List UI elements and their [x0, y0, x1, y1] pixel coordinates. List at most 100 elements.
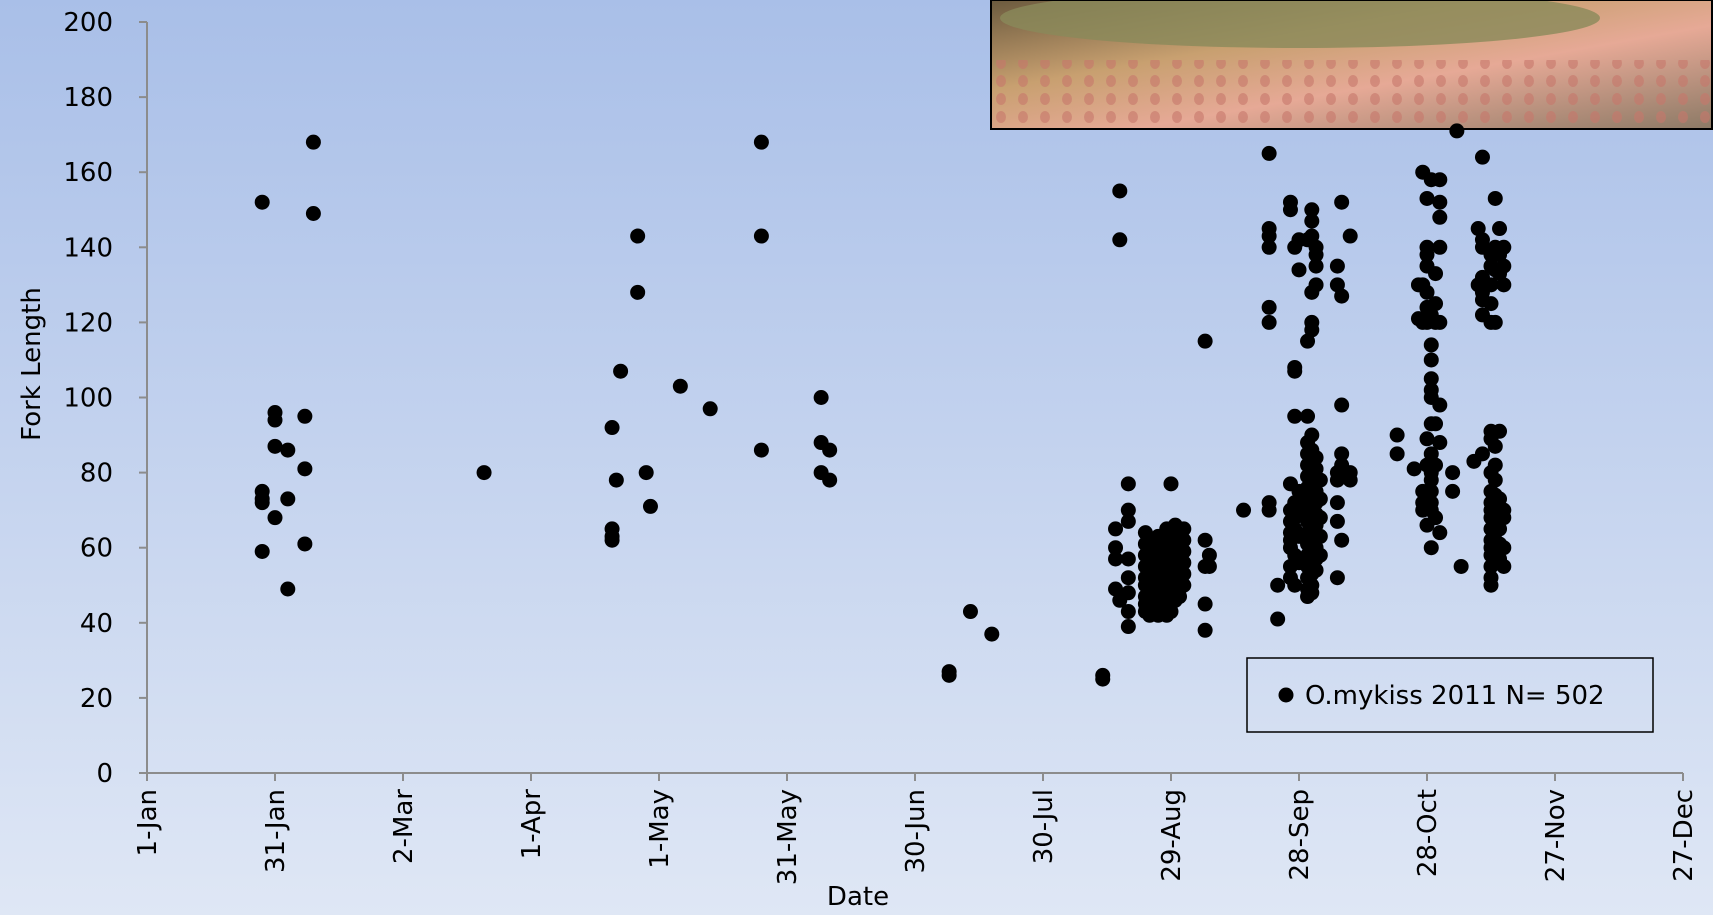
- data-point: [942, 668, 957, 683]
- data-point: [1121, 619, 1136, 634]
- data-point: [1313, 473, 1328, 488]
- data-point: [1449, 123, 1464, 138]
- data-point: [630, 285, 645, 300]
- y-tick-label: 0: [96, 759, 113, 789]
- data-point: [1334, 289, 1349, 304]
- data-point: [1496, 559, 1511, 574]
- data-point: [306, 206, 321, 221]
- x-tick-label: 28-Sep: [1285, 789, 1315, 880]
- data-point: [280, 443, 295, 458]
- x-tick-label: 30-Jul: [1029, 789, 1059, 864]
- data-point: [1309, 277, 1324, 292]
- data-point: [1112, 183, 1127, 198]
- data-point: [609, 473, 624, 488]
- data-point: [1198, 623, 1213, 638]
- data-point: [1334, 533, 1349, 548]
- data-point: [1428, 510, 1443, 525]
- data-point: [1330, 570, 1345, 585]
- data-point: [1390, 428, 1405, 443]
- data-point: [1309, 259, 1324, 274]
- data-point: [1445, 465, 1460, 480]
- chart: Fork Length Date O.mykiss 2011 N= 502 02…: [0, 0, 1713, 915]
- data-point: [703, 401, 718, 416]
- x-tick-label: 29-Aug: [1157, 789, 1187, 882]
- data-point: [1304, 428, 1319, 443]
- data-point: [1488, 315, 1503, 330]
- data-point: [1428, 458, 1443, 473]
- x-tick-label: 1-Apr: [517, 789, 547, 860]
- data-point: [1488, 458, 1503, 473]
- data-point: [1121, 514, 1136, 529]
- data-point: [1407, 461, 1422, 476]
- data-point: [1334, 195, 1349, 210]
- data-point: [1262, 240, 1277, 255]
- data-point: [754, 443, 769, 458]
- data-point: [1432, 240, 1447, 255]
- data-point: [1292, 262, 1307, 277]
- data-point: [1313, 529, 1328, 544]
- data-point: [754, 135, 769, 150]
- data-point: [1330, 473, 1345, 488]
- data-point: [1496, 540, 1511, 555]
- x-tick-label: 28-Oct: [1413, 789, 1443, 877]
- x-tick-label: 27-Dec: [1669, 789, 1699, 882]
- data-point: [639, 465, 654, 480]
- data-point: [306, 135, 321, 150]
- data-point: [1424, 352, 1439, 367]
- data-point: [477, 465, 492, 480]
- inset-photo: [991, 0, 1712, 129]
- y-tick-label: 40: [80, 609, 113, 639]
- data-point: [1313, 548, 1328, 563]
- data-point: [268, 413, 283, 428]
- data-point: [1343, 473, 1358, 488]
- data-point: [1432, 210, 1447, 225]
- data-point: [1236, 503, 1251, 518]
- y-tick-label: 200: [63, 8, 113, 38]
- x-tick-label: 1-May: [645, 789, 675, 869]
- data-point: [1304, 585, 1319, 600]
- data-point: [1454, 559, 1469, 574]
- data-point: [630, 229, 645, 244]
- data-point: [673, 379, 688, 394]
- data-point: [268, 510, 283, 525]
- data-point: [1330, 514, 1345, 529]
- data-point: [255, 544, 270, 559]
- data-point: [1313, 510, 1328, 525]
- x-tick-label: 2-Mar: [389, 789, 419, 864]
- data-point: [1496, 277, 1511, 292]
- data-point: [643, 499, 658, 514]
- data-point: [605, 420, 620, 435]
- data-point: [605, 533, 620, 548]
- data-point: [814, 390, 829, 405]
- data-point: [1492, 221, 1507, 236]
- data-point: [1420, 191, 1435, 206]
- data-point: [1432, 435, 1447, 450]
- data-point: [1108, 551, 1123, 566]
- page: Fork Length Date O.mykiss 2011 N= 502 02…: [0, 0, 1713, 915]
- data-point: [1428, 296, 1443, 311]
- data-point: [1309, 563, 1324, 578]
- data-point: [1420, 431, 1435, 446]
- data-point: [297, 536, 312, 551]
- data-point: [1432, 195, 1447, 210]
- x-tick-label: 30-Jun: [901, 789, 931, 874]
- data-point: [1330, 259, 1345, 274]
- data-point: [1262, 503, 1277, 518]
- data-point: [1488, 191, 1503, 206]
- data-point: [822, 443, 837, 458]
- legend-label: O.mykiss 2011 N= 502: [1305, 681, 1605, 711]
- y-tick-label: 140: [63, 233, 113, 263]
- data-point: [1475, 446, 1490, 461]
- data-point: [1304, 322, 1319, 337]
- data-point: [1108, 521, 1123, 536]
- data-point: [754, 229, 769, 244]
- data-point: [297, 461, 312, 476]
- x-tick-label: 1-Jan: [133, 789, 163, 856]
- data-point: [1428, 266, 1443, 281]
- data-point: [255, 195, 270, 210]
- data-point: [1488, 473, 1503, 488]
- legend-marker: [1279, 688, 1294, 703]
- data-point: [1176, 578, 1191, 593]
- data-point: [1300, 409, 1315, 424]
- data-point: [1445, 484, 1460, 499]
